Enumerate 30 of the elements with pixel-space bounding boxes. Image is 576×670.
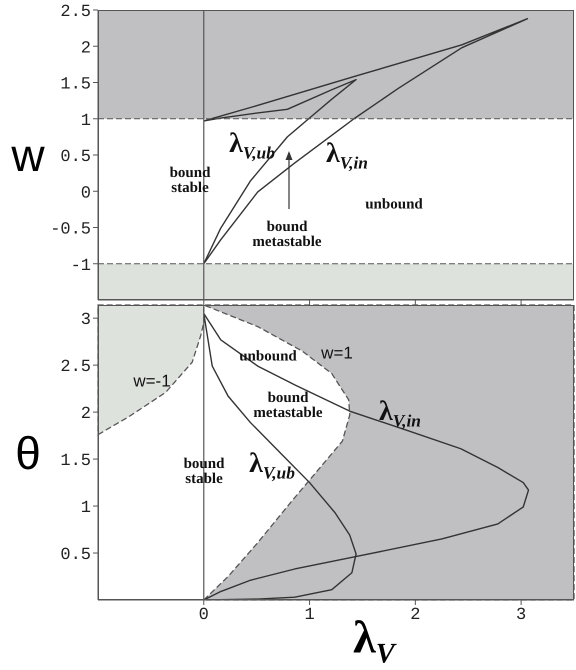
x-tick-label: 3 xyxy=(516,606,526,626)
annotation: λ$_{V,in}$ xyxy=(326,138,368,173)
annotation: λ$_{V,in}$ xyxy=(379,396,421,431)
annotation: bound metastable xyxy=(253,390,323,421)
x-tick-label: 1 xyxy=(304,606,315,626)
y-tick-label: 3 xyxy=(80,311,91,330)
y-tick-label: 1.5 xyxy=(60,76,91,95)
y-tick-label: 1.5 xyxy=(60,452,91,472)
annotation: λ$_{V,ub}$ xyxy=(249,448,295,483)
y-axis-title: w xyxy=(11,128,45,182)
y-tick-label: -0.5 xyxy=(50,220,91,240)
y-tick-label: 2 xyxy=(80,405,91,424)
x-axis-title: λ$_{V}$ xyxy=(353,611,395,670)
y-axis-title: θ xyxy=(15,426,41,480)
annotation: w=-1 xyxy=(133,372,171,390)
x-tick-label: 2 xyxy=(410,606,420,626)
y-tick-label: 1 xyxy=(80,112,91,131)
annotation: λ$_{V,ub}$ xyxy=(229,128,275,163)
annotation: w=1 xyxy=(321,344,353,362)
y-tick-label: -1 xyxy=(70,256,91,276)
y-tick-label: 2.5 xyxy=(60,3,91,22)
y-tick-label: 0.5 xyxy=(60,148,91,168)
annotation: bound metastable xyxy=(252,219,322,250)
y-tick-label: 0 xyxy=(80,184,91,204)
y-tick-label: 0.5 xyxy=(60,546,91,566)
annotation: unbound xyxy=(365,196,423,212)
y-tick-label: 1 xyxy=(80,499,91,518)
y-tick-label: 2.5 xyxy=(60,358,91,378)
y-tick-label: 2 xyxy=(80,39,91,58)
x-tick-label: 0 xyxy=(198,606,209,626)
